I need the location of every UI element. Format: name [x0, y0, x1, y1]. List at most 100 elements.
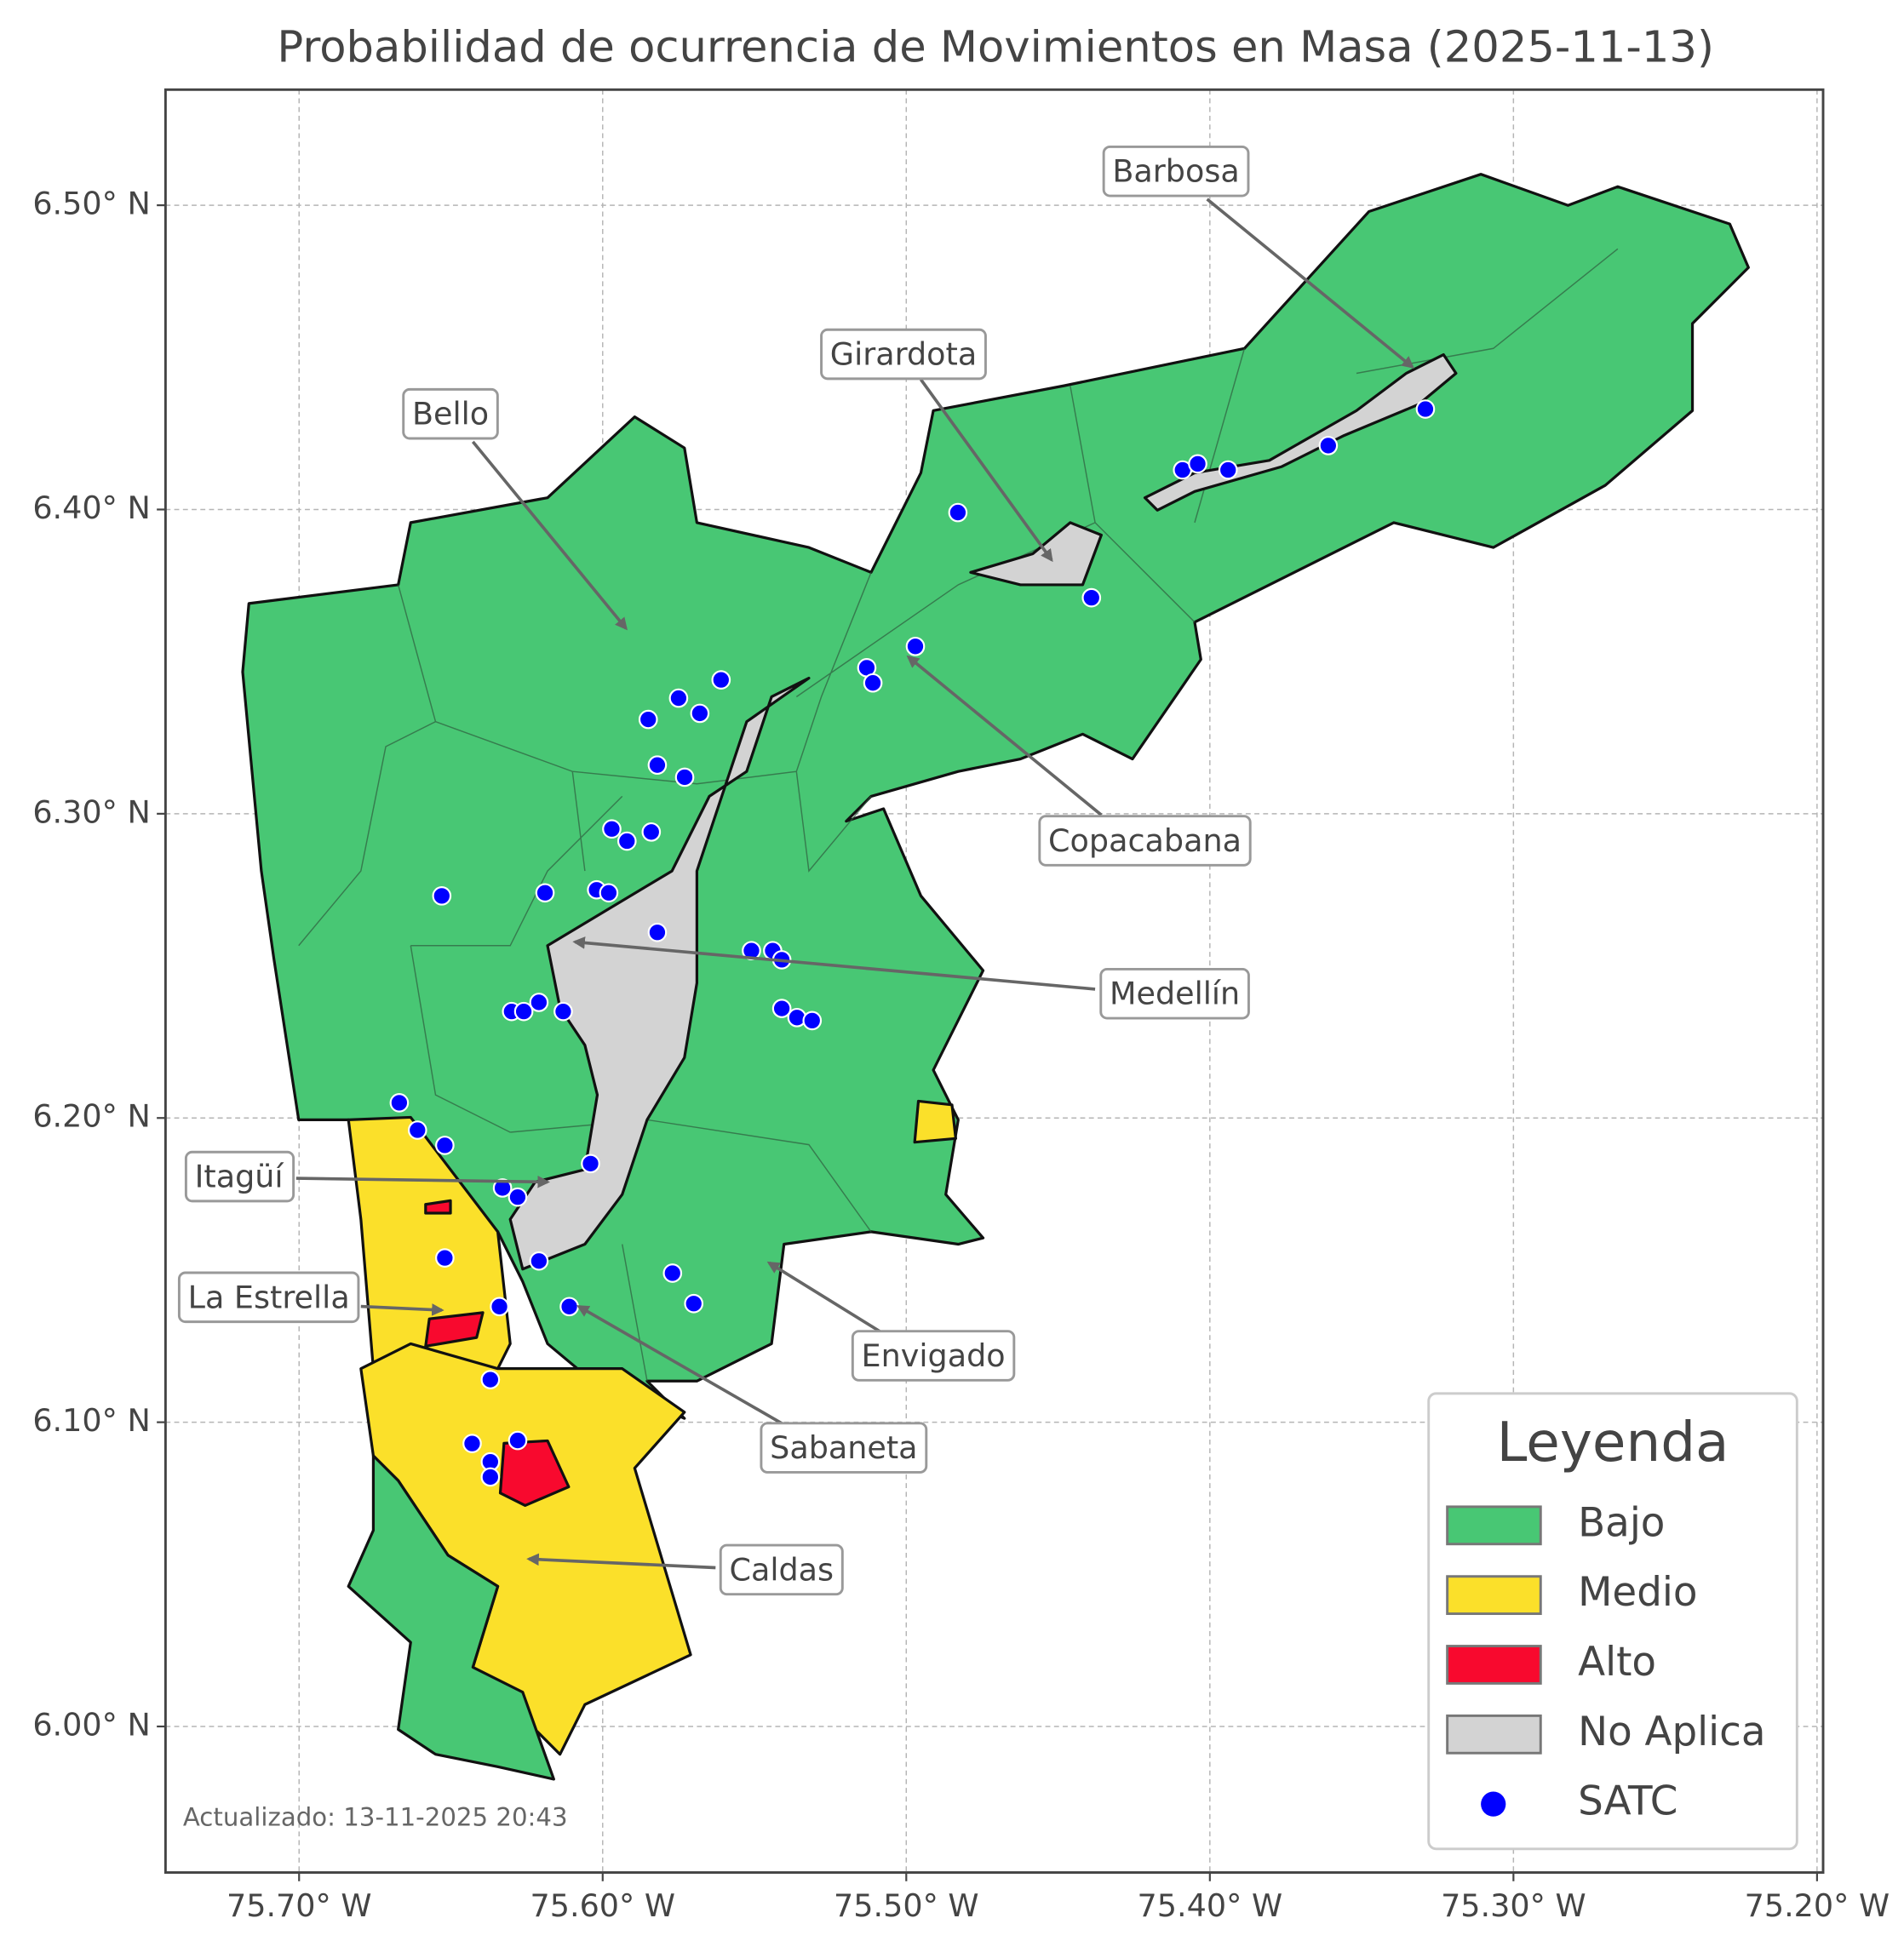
satc-point [535, 883, 555, 903]
satc-point [668, 688, 689, 708]
annotation-label: Barbosa [1112, 153, 1239, 190]
satc-point [599, 883, 619, 903]
satc-point [647, 755, 668, 776]
x-tick-label: 75.20° W [1745, 1887, 1890, 1924]
legend-swatch [1446, 1645, 1542, 1685]
legend-title: Leyenda [1497, 1411, 1729, 1474]
satc-point [508, 1187, 528, 1207]
satc-point [662, 1263, 683, 1283]
annotation-box [402, 387, 499, 440]
annotation-label: Girardota [830, 336, 977, 373]
annotation-arrow [1206, 198, 1414, 369]
legend-swatch [1446, 1505, 1542, 1546]
satc-point [1218, 460, 1238, 480]
region-no-aplica [508, 676, 811, 1271]
annotation-arrow [471, 440, 628, 631]
satc-point [771, 999, 792, 1018]
annotation-arrow [572, 936, 1096, 991]
satc-point [508, 1430, 528, 1451]
satc-point [432, 886, 452, 906]
legend-label: No Aplica [1578, 1709, 1765, 1755]
annotation-label: Itagüí [195, 1159, 285, 1195]
satc-point [389, 1093, 410, 1113]
satc-point [863, 673, 883, 693]
satc-point [480, 1370, 501, 1389]
annotation-box [184, 1150, 295, 1203]
satc-point [647, 922, 668, 942]
y-tick-label: 6.50° N [32, 186, 150, 222]
annotation-label: Medellín [1110, 976, 1240, 1012]
satc-point [1081, 587, 1102, 608]
annotation-arrow [766, 1261, 891, 1339]
y-tick-label: 6.00° N [32, 1707, 150, 1743]
chart-title: Probabilidad de ocurrencia de Movimiento… [277, 23, 1714, 73]
annotation-arrow [919, 378, 1053, 563]
satc-point [553, 1001, 573, 1022]
annotation-arrow [526, 1553, 716, 1570]
satc-point [529, 1251, 549, 1271]
satc-point [492, 1178, 513, 1198]
legend-label: Medio [1578, 1570, 1697, 1616]
annotation-box [1099, 967, 1250, 1020]
legend-label: Alto [1578, 1640, 1656, 1686]
annotation-label: Copacabana [1048, 822, 1242, 859]
region-bajo [347, 1454, 555, 1781]
satc-point [617, 831, 637, 851]
satc-point [711, 670, 731, 690]
legend-swatch [1446, 1575, 1542, 1616]
satc-point [690, 703, 710, 724]
municipal-boundaries [298, 248, 1619, 1382]
x-tick-label: 75.40° W [1138, 1887, 1283, 1924]
satc-point [513, 1001, 534, 1022]
annotation-label: Bello [412, 396, 489, 432]
x-tick-label: 75.30° W [1441, 1887, 1586, 1924]
x-tick-label: 75.70° W [227, 1887, 372, 1924]
x-tick-label: 75.50° W [834, 1887, 979, 1924]
satc-point [529, 993, 549, 1012]
satc-point [435, 1248, 455, 1268]
annotation-box [177, 1271, 360, 1324]
satc-point [559, 1297, 579, 1317]
satc-point [602, 819, 622, 839]
satc-point [802, 1011, 823, 1031]
y-tick-label: 6.40° N [32, 490, 150, 526]
satc-point [581, 1154, 600, 1174]
annotation-label: Sabaneta [770, 1429, 917, 1466]
footnote: Actualizado: 13-11-2025 20:43 [183, 1803, 568, 1832]
legend-swatch [1446, 1714, 1542, 1755]
region-alto [424, 1311, 485, 1348]
y-tick-label: 6.30° N [32, 793, 150, 830]
satc-point [905, 636, 926, 656]
annotation-box [1102, 145, 1250, 198]
annotation-arrow [295, 1175, 550, 1188]
satc-point [1318, 436, 1339, 455]
legend-marker [1481, 1791, 1506, 1817]
region-medio [913, 1099, 957, 1144]
satc-point [948, 502, 968, 523]
annotation-arrow [906, 655, 1103, 816]
satc-point [674, 767, 695, 787]
annotation-arrow [576, 1305, 785, 1427]
satc-point [638, 709, 658, 730]
annotation-box [719, 1543, 844, 1596]
regions [241, 173, 1750, 1781]
annotation-label: Envigado [862, 1337, 1006, 1374]
satc-point [462, 1434, 482, 1453]
satc-point [1415, 399, 1436, 419]
legend-label: Bajo [1578, 1500, 1665, 1546]
satc-point [641, 822, 662, 842]
y-tick-label: 6.10° N [32, 1402, 150, 1439]
annotation-arrow [360, 1303, 444, 1316]
y-tick-label: 6.20° N [32, 1098, 150, 1135]
annotation-box [760, 1422, 928, 1474]
annotation-label: Caldas [729, 1551, 834, 1588]
annotation-box [851, 1330, 1016, 1382]
x-tick-label: 75.60° W [530, 1887, 676, 1924]
annotation-label: La Estrella [188, 1279, 350, 1315]
annotation-box [820, 328, 987, 381]
satc-point [480, 1467, 501, 1487]
region-no-aplica [969, 521, 1103, 587]
satc-point [684, 1293, 704, 1314]
satc-point [407, 1120, 427, 1140]
